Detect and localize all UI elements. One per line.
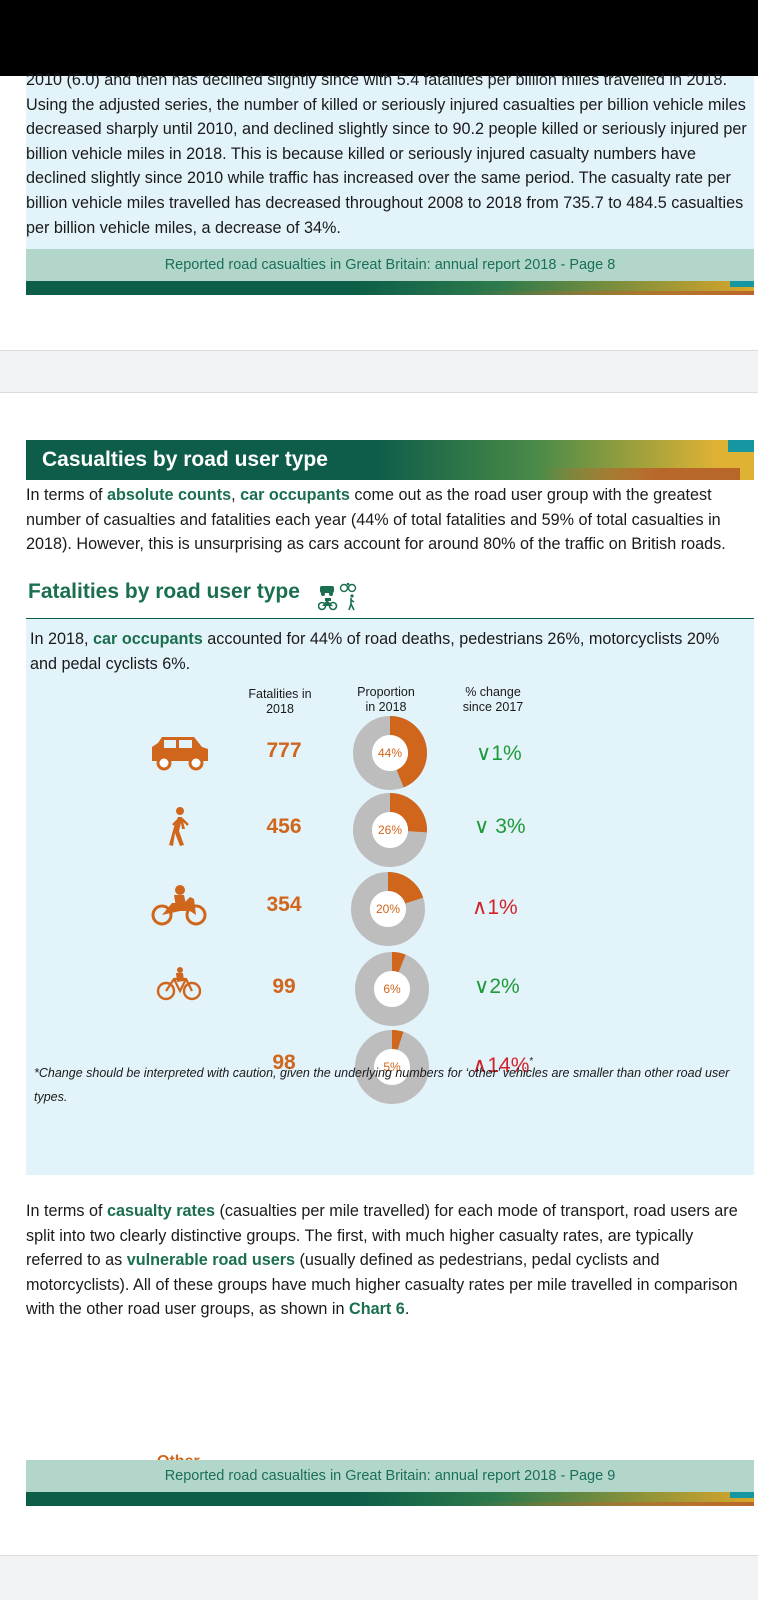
donut-label: 44% <box>378 746 402 760</box>
fatalities-intro: In 2018, car occupants accounted for 44%… <box>30 630 720 673</box>
donut-slice <box>390 716 427 788</box>
chart-6-link[interactable]: Chart 6 <box>349 1300 405 1319</box>
status-bar <box>0 0 758 76</box>
caution-asterisk: * <box>529 1056 534 1067</box>
subsection-header: Fatalities by road user type <box>26 576 754 620</box>
proportion-donut-other: 5% <box>355 1030 429 1104</box>
fatalities-other: 98 <box>272 1051 296 1074</box>
donut-slice <box>390 793 427 833</box>
pedestrian-icon <box>169 807 189 846</box>
change-bicycle: ∨2% <box>474 975 520 998</box>
car-occupants-term: car occupants <box>93 630 203 648</box>
donut-slice <box>392 1030 404 1050</box>
fatalities-panel: In 2018, car occupants accounted for 44%… <box>26 619 754 1470</box>
col-header-change: % change since 2017 <box>462 685 524 714</box>
section-header: Casualties by road user type <box>26 440 754 480</box>
proportion-donut-car: 44% <box>353 716 427 790</box>
section-title: Casualties by road user type <box>42 448 328 471</box>
road-users-icon <box>318 582 357 611</box>
page-divider <box>0 1555 758 1556</box>
change-pedestrian: ∨ 3% <box>474 815 526 838</box>
page-8-footer-stripe <box>26 281 754 295</box>
change-motorcycle: ∧1% <box>472 896 518 919</box>
fatalities-pedestrian: 456 <box>266 815 302 838</box>
fatalities-car: 777 <box>266 739 302 762</box>
col-header-proportion: Proportion in 2018 <box>357 685 415 714</box>
bicycle-icon <box>156 967 202 1001</box>
donut-label: 20% <box>376 902 400 916</box>
section-intro: In terms of absolute counts, car occupan… <box>26 486 726 554</box>
donut-label: 5% <box>383 1060 401 1074</box>
page-8-paragraph: 2010 (6.0) and then has declined slightl… <box>26 71 747 237</box>
absolute-counts-term: absolute counts <box>106 486 232 504</box>
change-other: ∧14%* <box>472 1054 534 1077</box>
donut-label: 26% <box>378 823 402 837</box>
donut-label: 6% <box>383 982 401 996</box>
motorcycle-icon <box>151 885 207 926</box>
proportion-donut-bicycle: 6% <box>355 952 429 1026</box>
caution-note: *Change should be interpreted with cauti… <box>34 1066 730 1104</box>
page-8-footer: Reported road casualties in Great Britai… <box>26 249 754 281</box>
page-9-footer: Reported road casualties in Great Britai… <box>26 1460 754 1492</box>
casualty-rates-term: casualty rates <box>106 1202 215 1220</box>
page-8-text-panel: 2010 (6.0) and then has declined slightl… <box>26 71 754 253</box>
page-8: 2010 (6.0) and then has declined slightl… <box>0 71 758 350</box>
vulnerable-road-users-term: vulnerable road users <box>126 1251 296 1270</box>
page-divider <box>0 350 758 351</box>
page-9-footer-stripe <box>26 1492 754 1506</box>
page-9: Casualties by road user type In terms of… <box>0 393 758 1555</box>
subsection-title: Fatalities by road user type <box>28 580 300 603</box>
page-divider <box>0 392 758 393</box>
proportion-donut-motorcycle: 20% <box>351 872 425 946</box>
car-occupants-term: car occupants <box>240 486 350 504</box>
proportion-donut-pedestrian: 26% <box>353 793 427 867</box>
donut-slice <box>388 872 424 904</box>
car-icon <box>152 737 208 771</box>
casualty-rates-paragraph: In terms of casualty rates (casualties p… <box>26 1202 738 1319</box>
fatalities-motorcycle: 354 <box>266 893 302 916</box>
col-header-fatalities: Fatalities in 2018 <box>248 687 312 716</box>
donut-slice <box>392 952 406 973</box>
change-car: ∨1% <box>476 742 522 765</box>
fatalities-bicycle: 99 <box>272 975 296 998</box>
